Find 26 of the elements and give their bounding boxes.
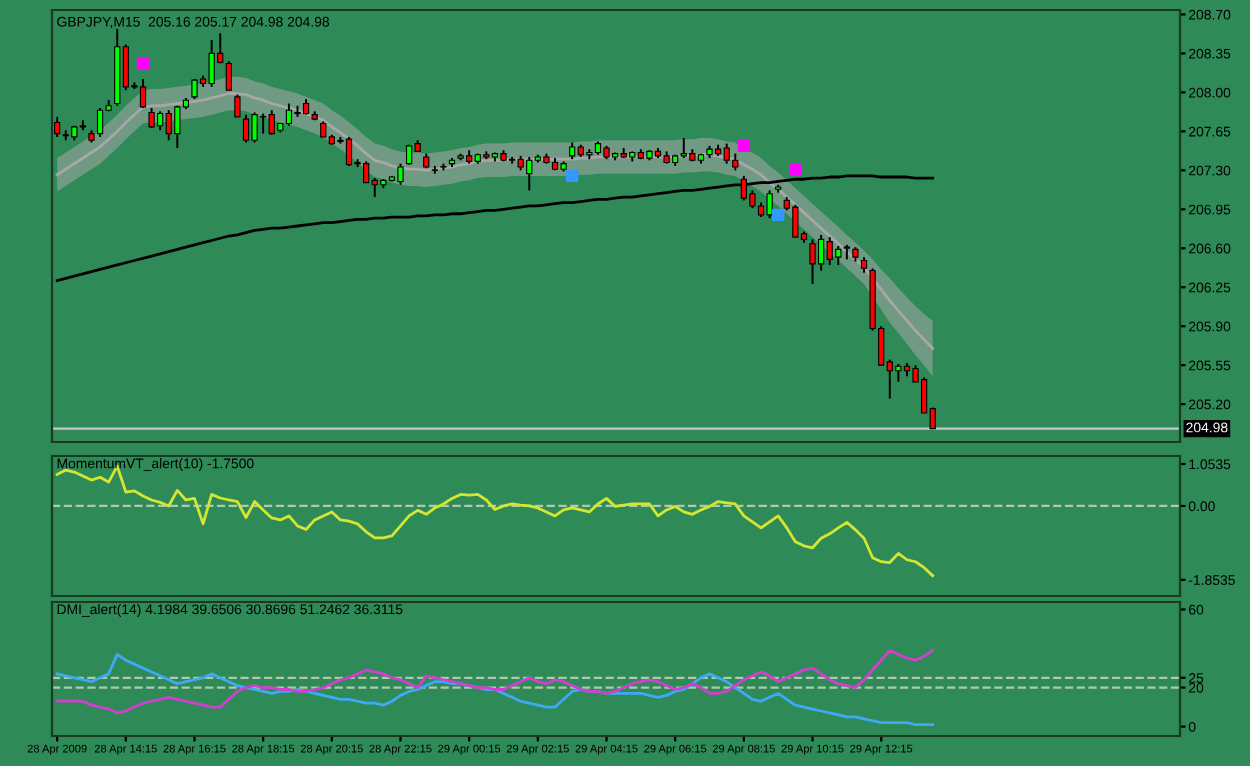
- candlestick: [723, 142, 730, 165]
- line-series: [55, 174, 935, 282]
- line-series: [55, 652, 935, 727]
- point: [789, 163, 802, 176]
- candlestick: [208, 39, 215, 88]
- candlestick: [792, 203, 799, 239]
- candlestick: [285, 102, 293, 127]
- candlestick: [225, 60, 232, 92]
- candlestick: [139, 78, 147, 109]
- point: [565, 169, 579, 183]
- candlestick: [54, 115, 61, 138]
- candlestick: [817, 233, 825, 272]
- point: [737, 139, 751, 153]
- candlestick: [345, 135, 353, 167]
- line-series: [55, 649, 935, 715]
- candlestick: [766, 189, 773, 220]
- point: [136, 57, 150, 70]
- candlestick: [809, 238, 816, 285]
- candlestick: [242, 113, 250, 144]
- candlestick: [234, 93, 241, 118]
- point: [771, 208, 785, 222]
- candlestick: [191, 78, 198, 101]
- candlestick: [174, 104, 181, 150]
- candlestick: [251, 111, 258, 144]
- candlestick: [397, 162, 404, 186]
- candlestick: [96, 107, 104, 138]
